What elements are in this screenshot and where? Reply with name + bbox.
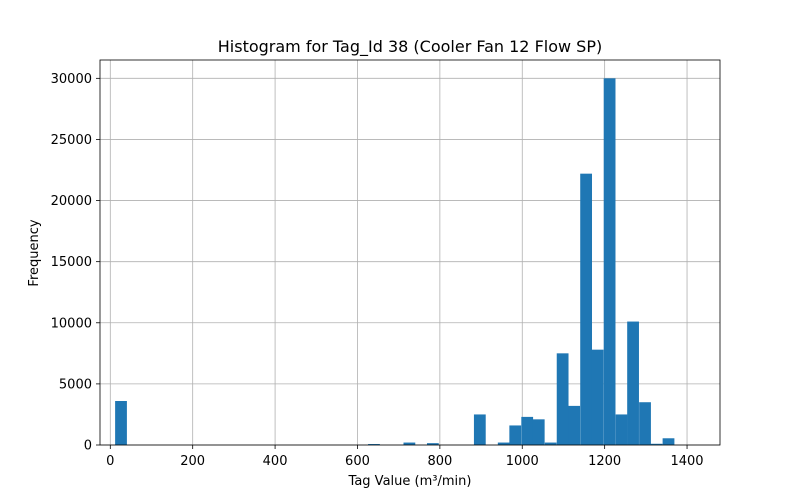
- histogram-bar: [639, 402, 651, 445]
- histogram-bar: [521, 416, 534, 445]
- y-tick-label: 25000: [51, 133, 92, 148]
- x-axis-label: Tag Value (m³/min): [348, 474, 472, 489]
- x-tick-label: 800: [427, 454, 452, 469]
- x-tick-label: 1200: [588, 454, 621, 469]
- y-tick-label: 20000: [51, 194, 92, 209]
- x-tick-label: 400: [263, 454, 288, 469]
- histogram-bar: [426, 443, 439, 445]
- histogram-bar: [115, 401, 127, 445]
- x-tick-label: 1000: [506, 454, 539, 469]
- grid-layer: [100, 60, 720, 446]
- y-tick-label: 15000: [51, 255, 92, 270]
- histogram-bar: [497, 442, 510, 445]
- histogram-bar: [509, 425, 522, 445]
- y-axis-label: Frequency: [27, 219, 42, 286]
- y-tick-label: 10000: [51, 316, 92, 331]
- bars-layer: [115, 78, 675, 445]
- y-tick-label: 5000: [59, 377, 92, 392]
- histogram-bar: [591, 349, 604, 445]
- histogram-bar: [615, 414, 628, 445]
- x-tick-label: 200: [180, 454, 205, 469]
- histogram-bar: [580, 173, 593, 445]
- histogram-bar: [556, 353, 569, 445]
- histogram-bar: [403, 442, 416, 445]
- histogram-bar: [544, 442, 557, 445]
- histogram-bar: [650, 443, 663, 445]
- x-tick-label: 1400: [670, 454, 703, 469]
- histogram-bar: [603, 78, 616, 445]
- histogram-bar: [568, 405, 581, 445]
- y-tick-label: 0: [84, 439, 92, 454]
- plot-frame: [99, 59, 721, 446]
- histogram-bar: [627, 321, 639, 445]
- histogram-bar: [473, 414, 486, 445]
- y-tick-label: 30000: [51, 72, 92, 87]
- histogram-bar: [532, 419, 545, 445]
- ticks-layer: 0 200 400 600 800 1000 1200 1400 0 5000 10000 15000…: [51, 72, 704, 469]
- chart-title: Histogram for Tag_Id 38 (Cooler Fan 12 F…: [218, 37, 602, 57]
- x-tick-label: 600: [345, 454, 370, 469]
- x-tick-label: 0: [106, 454, 114, 469]
- histogram-bar: [662, 438, 675, 445]
- histogram-bar: [368, 444, 380, 445]
